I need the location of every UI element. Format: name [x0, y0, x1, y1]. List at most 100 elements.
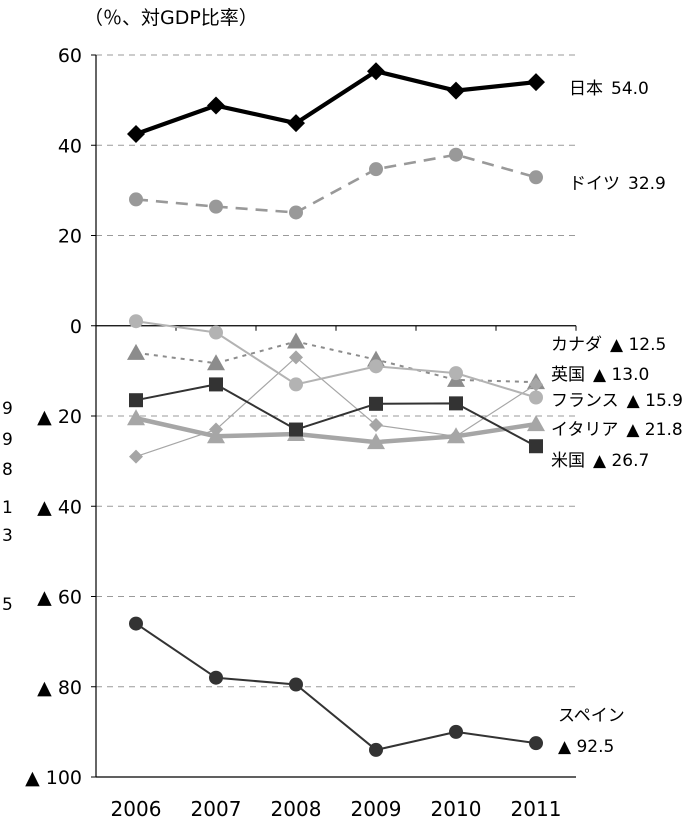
- data-point: [369, 162, 383, 177]
- series-日本: [127, 62, 545, 143]
- x-tick-label: 2009: [351, 797, 402, 821]
- series-米国: [129, 377, 543, 454]
- data-point: [449, 366, 463, 381]
- x-tick-labels: 2006 2007 2008 2009 2010 2011: [111, 797, 562, 821]
- data-point: [367, 433, 385, 450]
- series-label: ドイツ 32.9: [569, 174, 666, 194]
- series-英国: [129, 350, 543, 464]
- data-point: [287, 332, 305, 349]
- data-point: [529, 736, 543, 751]
- cut-label: 9: [2, 399, 13, 419]
- data-point: [447, 427, 465, 444]
- series-label: フランス ▲ 15.9: [551, 391, 683, 411]
- series-name: イタリア: [551, 420, 618, 440]
- y-tick-label: ▲ 40: [37, 496, 82, 518]
- data-point: [369, 396, 383, 411]
- series-name: 日本: [569, 79, 603, 99]
- data-point: [289, 350, 303, 365]
- data-point: [529, 170, 543, 185]
- data-point: [129, 616, 143, 631]
- series-lines: [127, 62, 545, 757]
- series-line: [135, 153, 537, 214]
- data-point: [529, 377, 543, 392]
- data-point: [207, 354, 225, 371]
- series-labels: 日本 54.0 ドイツ 32.9 カナダ ▲ 12.5 英国 ▲ 13.0 フランス ▲ 15.9…: [551, 79, 683, 757]
- data-point: [209, 670, 223, 685]
- cut-label: 1: [2, 498, 13, 518]
- y-tick-label: 40: [58, 135, 82, 157]
- unit-label: （％、対GDP比率）: [84, 7, 258, 29]
- series-name: フランス: [551, 391, 619, 411]
- data-point: [529, 390, 543, 405]
- cut-label: 5: [2, 595, 13, 615]
- series-label: イタリア ▲ 21.8: [551, 420, 683, 440]
- series-name: カナダ: [551, 335, 602, 355]
- data-point: [449, 147, 463, 162]
- y-tick-label: ▲ 100: [25, 767, 82, 789]
- series-value: 54.0: [611, 79, 649, 99]
- series-value: ▲ 21.8: [626, 420, 682, 440]
- x-tick-label: 2007: [191, 797, 242, 821]
- y-tick-label: 20: [58, 226, 82, 248]
- series-イタリア: [127, 409, 545, 450]
- data-point: [129, 314, 143, 329]
- series-value: ▲ 92.5: [558, 737, 614, 757]
- data-point: [207, 427, 225, 444]
- data-point: [289, 422, 303, 437]
- cut-label: 9: [2, 430, 13, 450]
- data-point: [129, 393, 143, 408]
- series-label: カナダ ▲ 12.5: [551, 335, 666, 355]
- series-label: 日本 54.0: [569, 79, 649, 99]
- data-point: [449, 396, 463, 411]
- data-point: [369, 359, 383, 374]
- data-point: [127, 124, 145, 143]
- x-tick-label: 2011: [511, 797, 562, 821]
- series-value: ▲ 26.7: [593, 451, 649, 471]
- data-point: [529, 439, 543, 454]
- data-point: [207, 96, 225, 115]
- data-point: [369, 418, 383, 433]
- data-point: [127, 409, 145, 426]
- data-point: [447, 81, 465, 100]
- data-point: [527, 415, 545, 432]
- data-point: [127, 343, 145, 360]
- series-label: 米国 ▲ 26.7: [551, 451, 649, 471]
- y-tick-label: ▲ 80: [37, 677, 82, 699]
- series-line: [135, 320, 537, 399]
- series-line: [135, 69, 537, 136]
- data-point: [129, 449, 143, 464]
- y-tick-label: ▲ 20: [37, 406, 82, 428]
- axes: [91, 54, 577, 778]
- cut-label: 8: [2, 460, 13, 480]
- series-ドイツ: [129, 147, 543, 220]
- data-point: [209, 325, 223, 340]
- series-line: [135, 356, 537, 458]
- x-tick-label: 2006: [111, 797, 162, 821]
- series-name: ドイツ: [569, 174, 620, 194]
- data-point: [209, 199, 223, 214]
- series-value: ▲ 13.0: [593, 365, 649, 385]
- data-point: [129, 192, 143, 207]
- series-line: [135, 383, 537, 448]
- y-tick-label: 0: [70, 316, 82, 338]
- series-name: スペイン: [558, 706, 625, 726]
- y-tick-labels: 60 40 20 0 ▲ 20 ▲ 40 ▲ 60 ▲ 80 ▲ 100: [25, 45, 82, 789]
- y-tick-label: 60: [58, 45, 82, 67]
- series-name: 英国: [551, 365, 585, 385]
- series-スペイン: [129, 616, 543, 757]
- gridlines: [96, 54, 576, 688]
- y-tick-label: ▲ 60: [37, 587, 82, 609]
- data-point: [289, 677, 303, 692]
- series-line: [135, 416, 537, 445]
- series-label: 英国 ▲ 13.0: [551, 365, 649, 385]
- data-point: [289, 205, 303, 220]
- cut-label: 3: [2, 526, 13, 546]
- left-cut-labels: 9 9 8 1 3 5: [2, 399, 13, 615]
- series-value: ▲ 12.5: [610, 335, 666, 355]
- series-フランス: [129, 314, 543, 405]
- series-name: 米国: [551, 451, 585, 471]
- series-value: 32.9: [628, 174, 666, 194]
- data-point: [369, 742, 383, 757]
- data-point: [209, 377, 223, 392]
